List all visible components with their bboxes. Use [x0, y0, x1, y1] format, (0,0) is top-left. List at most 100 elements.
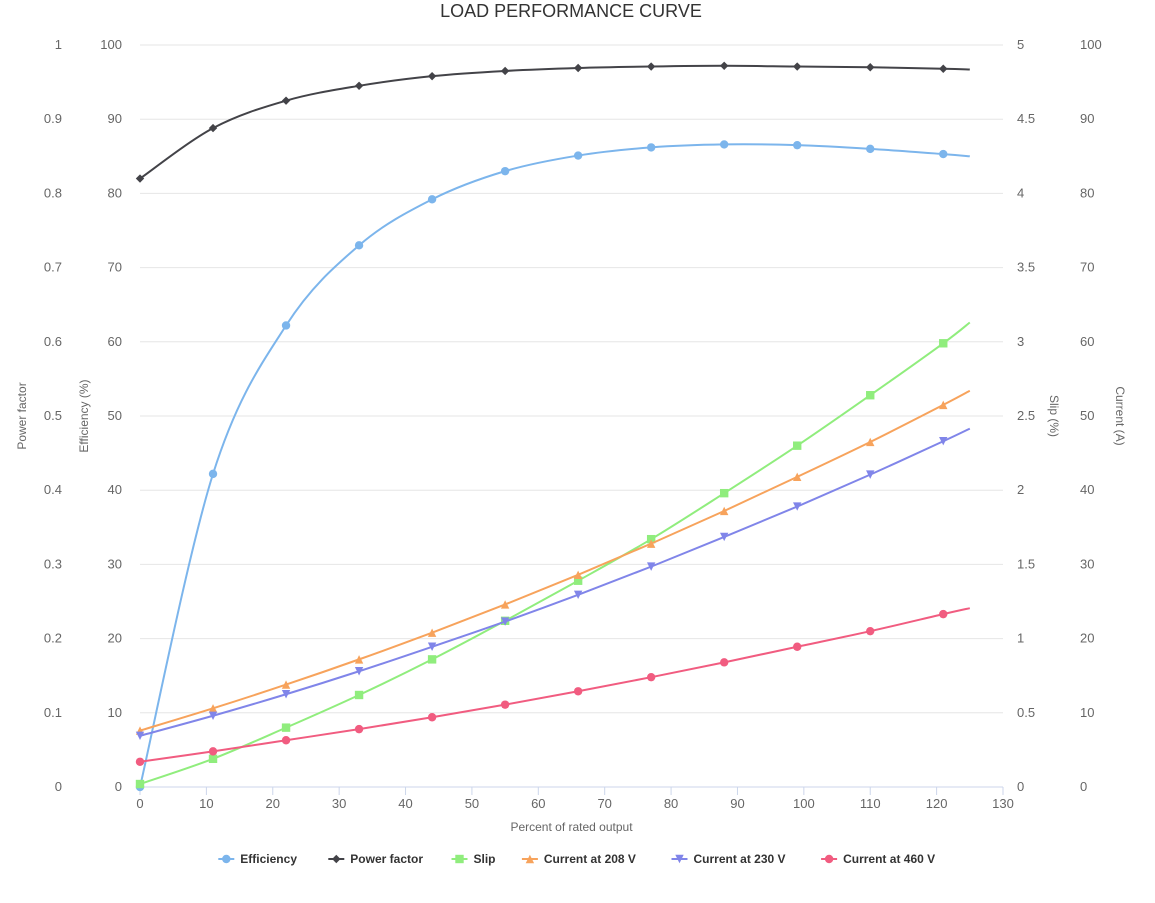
y-tick-label-eff: 40	[108, 482, 122, 497]
data-point[interactable]	[866, 391, 875, 400]
data-point[interactable]	[646, 534, 656, 544]
data-point[interactable]	[135, 174, 145, 183]
data-point[interactable]	[939, 609, 948, 619]
data-point[interactable]	[427, 71, 437, 81]
data-point[interactable]	[719, 506, 729, 516]
data-point[interactable]	[939, 400, 948, 410]
data-point[interactable]	[866, 470, 875, 479]
data-point[interactable]	[281, 690, 291, 699]
legend-item-current-at-208-v[interactable]: Current at 208 V	[521, 852, 636, 866]
series-line[interactable]	[139, 389, 971, 732]
legend-item-power-factor[interactable]: Power factor	[328, 852, 423, 866]
legend-symbol[interactable]	[222, 854, 231, 864]
data-point[interactable]	[354, 81, 364, 91]
data-point[interactable]	[208, 711, 218, 720]
data-point[interactable]	[719, 488, 729, 498]
y-tick-label-pf: 0.3	[44, 556, 62, 571]
data-point[interactable]	[719, 140, 729, 149]
data-point[interactable]	[281, 321, 291, 330]
data-point[interactable]	[793, 642, 802, 651]
legend-item-current-at-230-v[interactable]: Current at 230 V	[671, 852, 786, 866]
legend-symbol[interactable]	[824, 854, 834, 864]
data-point[interactable]	[573, 576, 583, 585]
data-point[interactable]	[866, 437, 875, 447]
series-line[interactable]	[139, 64, 970, 180]
data-point[interactable]	[719, 61, 729, 70]
data-point[interactable]	[866, 144, 875, 154]
data-point[interactable]	[208, 747, 218, 756]
y-tick-label-pf: 1	[55, 37, 62, 52]
data-point[interactable]	[354, 690, 364, 700]
data-point[interactable]	[646, 562, 656, 571]
data-point[interactable]	[354, 724, 364, 734]
data-point[interactable]	[354, 667, 364, 676]
data-point[interactable]	[939, 339, 948, 348]
data-point[interactable]	[500, 617, 510, 626]
data-point[interactable]	[208, 469, 218, 479]
y-tick-label-slip: 5	[1017, 37, 1024, 52]
data-point[interactable]	[646, 143, 656, 152]
legend-item-slip[interactable]: Slip	[451, 852, 496, 866]
y-tick-label-cur: 80	[1080, 185, 1094, 200]
legend-symbol[interactable]	[525, 854, 535, 864]
data-point[interactable]	[427, 655, 437, 664]
data-point[interactable]	[646, 62, 656, 71]
data-point[interactable]	[646, 539, 656, 548]
legend-symbol[interactable]	[332, 854, 341, 864]
data-point[interactable]	[866, 626, 875, 636]
x-tick-label: 70	[597, 796, 611, 811]
data-point[interactable]	[719, 532, 729, 542]
data-point[interactable]	[427, 642, 437, 651]
data-point[interactable]	[573, 151, 583, 160]
data-point[interactable]	[719, 658, 729, 667]
y-tick-label-pf: 0.1	[44, 705, 62, 720]
data-point[interactable]	[793, 441, 802, 450]
data-point[interactable]	[500, 66, 510, 76]
data-point[interactable]	[500, 166, 510, 176]
series-line[interactable]	[139, 143, 970, 788]
data-point[interactable]	[793, 502, 802, 511]
series-line[interactable]	[139, 607, 971, 763]
data-point[interactable]	[281, 723, 291, 732]
x-tick-label: 30	[332, 796, 346, 811]
data-point[interactable]	[208, 704, 218, 713]
y-tick-label-eff: 70	[108, 260, 122, 275]
series-line[interactable]	[139, 427, 971, 737]
data-point[interactable]	[793, 62, 802, 71]
data-point[interactable]	[354, 655, 364, 664]
data-point[interactable]	[427, 195, 437, 204]
data-point[interactable]	[939, 437, 948, 446]
data-point[interactable]	[208, 123, 218, 133]
data-point[interactable]	[573, 687, 583, 696]
series-layer	[135, 61, 971, 792]
data-point[interactable]	[427, 713, 437, 722]
data-point[interactable]	[573, 570, 583, 579]
data-point[interactable]	[135, 779, 145, 789]
series-line[interactable]	[139, 321, 971, 785]
series-current-at-460-v	[135, 607, 971, 766]
legend-item-efficiency[interactable]: Efficiency	[218, 852, 297, 866]
data-point[interactable]	[135, 757, 145, 766]
data-point[interactable]	[939, 64, 948, 73]
data-point[interactable]	[939, 149, 948, 159]
legend-symbol[interactable]	[675, 854, 684, 864]
data-point[interactable]	[793, 472, 802, 482]
data-point[interactable]	[646, 672, 656, 682]
legend-symbol[interactable]	[455, 854, 464, 864]
data-point[interactable]	[500, 600, 510, 609]
data-point[interactable]	[866, 63, 875, 72]
data-point[interactable]	[281, 736, 291, 745]
data-point[interactable]	[793, 140, 802, 150]
data-point[interactable]	[573, 590, 583, 600]
y-tick-label-cur: 20	[1080, 631, 1094, 646]
data-point[interactable]	[281, 96, 291, 105]
data-point[interactable]	[208, 754, 218, 764]
data-point[interactable]	[354, 241, 364, 250]
data-point[interactable]	[573, 63, 583, 73]
x-tick-label: 130	[992, 796, 1014, 811]
data-point[interactable]	[500, 700, 510, 709]
legend-item-current-at-460-v[interactable]: Current at 460 V	[821, 852, 935, 866]
data-point[interactable]	[135, 731, 145, 741]
data-point[interactable]	[281, 680, 291, 689]
data-point[interactable]	[427, 628, 437, 637]
